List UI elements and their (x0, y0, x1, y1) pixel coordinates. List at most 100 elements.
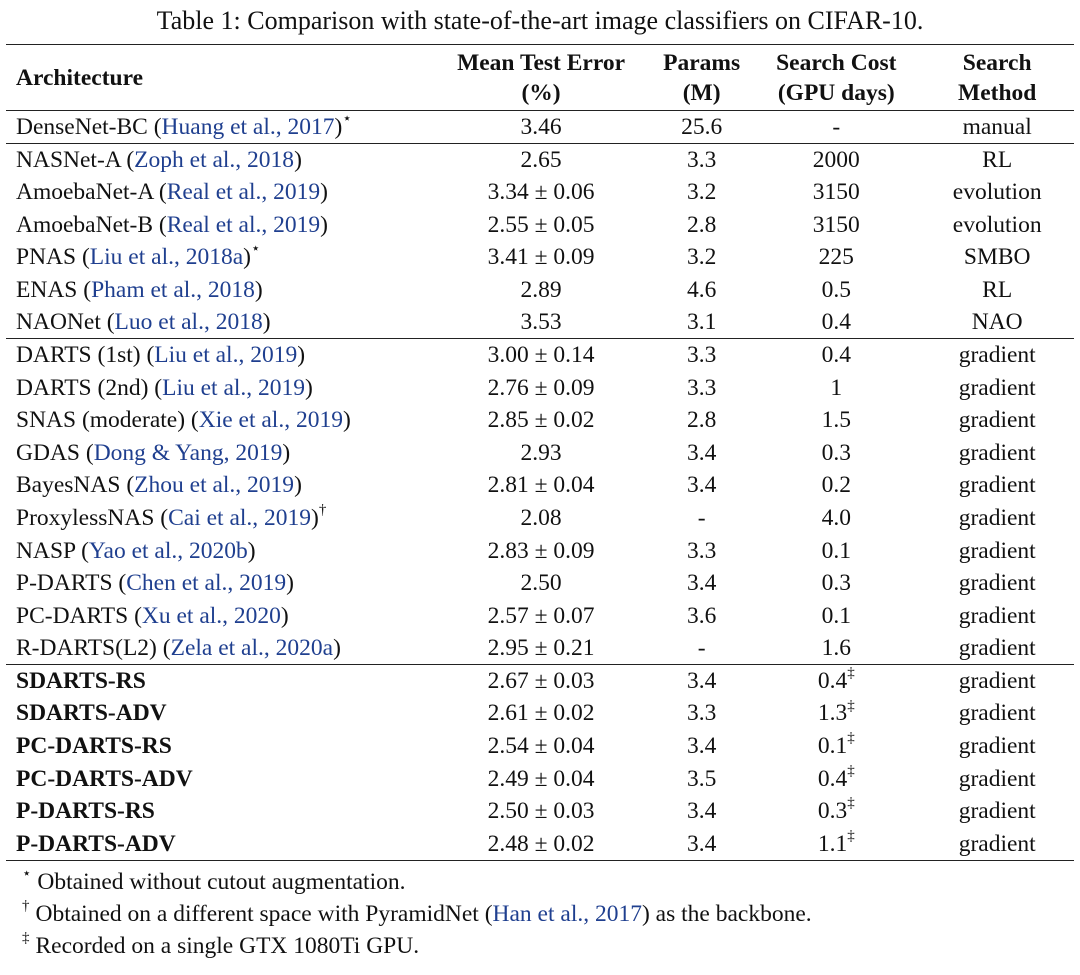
header-params-line1: Params (663, 49, 741, 76)
cell-search-cost: 3150 (752, 208, 920, 241)
cell-params-value: 3.4 (686, 439, 717, 466)
citation-link[interactable]: Real et al., 2019 (166, 178, 321, 205)
cell-search-method: SMBO (920, 241, 1074, 274)
cell-search-cost-value: 3150 (812, 211, 860, 238)
cell-search-cost: 0.3‡ (752, 795, 920, 828)
cell-search-method-value: gradient (958, 668, 1036, 695)
cell-search-cost: 0.4 (752, 338, 921, 372)
citation-link[interactable]: Real et al., 2019 (166, 211, 321, 238)
cell-search-method: RL (920, 142, 1074, 176)
cell-mean-test-error-value: 2.67 ± 0.03 (487, 668, 595, 695)
citation-link[interactable]: Dong & Yang, 2019 (93, 439, 283, 466)
cell-params-value: 3.4 (686, 570, 717, 597)
cell-search-method-value: gradient (958, 765, 1036, 792)
table-row: P-DARTS-RS 2.50 ± 0.03 3.4 0.3‡ gradient (6, 795, 1074, 828)
cell-mean-test-error: 2.85 ± 0.02 (431, 404, 651, 437)
table-row: NAONet (Luo et al., 2018) 3.53 3.1 0.4 NAO (6, 306, 1074, 339)
citation-link[interactable]: Pham et al., 2018 (91, 276, 255, 303)
cell-search-method-value: gradient (958, 602, 1036, 629)
header-mean-test-error: Mean Test Error (%) (431, 45, 651, 111)
architecture-name: PC-DARTS-ADV (16, 765, 193, 792)
cell-search-method: gradient (920, 338, 1074, 372)
architecture-name: PNAS ( (16, 244, 90, 271)
cell-search-cost: 0.4‡ (752, 664, 921, 698)
citation-link[interactable]: Chen et al., 2019 (126, 570, 287, 597)
citation-link[interactable]: Zoph et al., 2018 (134, 146, 295, 173)
cell-architecture: DenseNet-BC (Huang et al., 2017)⋆ (6, 111, 431, 144)
cell-mean-test-error: 3.53 (431, 306, 651, 339)
citation-link[interactable]: Liu et al., 2018a (89, 244, 244, 271)
architecture-name: R-DARTS(L2) ( (16, 635, 171, 662)
architecture-name: SDARTS-ADV (16, 700, 167, 727)
cell-params: 3.6 (651, 599, 752, 632)
cell-search-method: gradient (920, 469, 1074, 502)
cell-search-cost: 0.2 (752, 469, 920, 502)
cell-mean-test-error-value: 2.50 (520, 570, 562, 597)
footnote-text: Obtained without cutout augmentation. (37, 869, 406, 895)
citation-link[interactable]: Yao et al., 2020b (88, 537, 248, 564)
citation-link[interactable]: Liu et al., 2019 (162, 374, 306, 401)
cell-search-method: RL (920, 273, 1074, 306)
cell-search-cost: 1.3‡ (752, 697, 920, 730)
cell-search-cost: 4.0 (752, 502, 920, 535)
cell-params: 2.8 (651, 208, 752, 241)
cell-params: 3.5 (651, 762, 752, 795)
cell-mean-test-error-value: 2.57 ± 0.07 (487, 602, 595, 629)
cell-search-cost-value: 0.4 (821, 309, 851, 336)
cell-architecture: SDARTS-ADV (6, 697, 431, 730)
citation-link[interactable]: Liu et al., 2019 (154, 342, 298, 369)
cell-search-method: gradient (920, 697, 1074, 730)
cell-search-cost-value: 0.5 (821, 276, 851, 303)
architecture-name: AmoebaNet-B ( (16, 211, 167, 238)
cell-architecture: PNAS (Liu et al., 2018a)⋆ (6, 241, 431, 274)
citation-link[interactable]: Xie et al., 2019 (198, 407, 343, 434)
citation-link[interactable]: Zhou et al., 2019 (134, 472, 295, 499)
cell-mean-test-error-value: 2.83 ± 0.09 (487, 537, 595, 564)
cell-search-cost-value: 0.1 (821, 537, 851, 564)
table-body: DenseNet-BC (Huang et al., 2017)⋆ 3.46 25.… (6, 111, 1074, 861)
cell-architecture: PC-DARTS-RS (6, 730, 431, 763)
cell-search-cost-value: 1.3 (817, 700, 848, 727)
cell-params: 3.3 (651, 371, 752, 404)
cell-mean-test-error-value: 2.54 ± 0.04 (487, 733, 595, 760)
citation-close-paren: ) (254, 276, 263, 303)
cell-params-value: 3.3 (686, 700, 717, 727)
cell-search-cost: 225 (752, 241, 920, 274)
architecture-name: P-DARTS ( (16, 570, 127, 597)
cell-mean-test-error: 2.49 ± 0.04 (431, 762, 651, 795)
cell-params: 3.3 (651, 534, 752, 567)
cell-architecture: P-DARTS-ADV (6, 827, 432, 861)
cell-search-method: evolution (920, 176, 1074, 209)
citation-link[interactable]: Han et al., 2017 (492, 901, 642, 927)
cell-params: 3.4 (651, 567, 752, 600)
cell-search-method: gradient (920, 534, 1074, 567)
citation-link[interactable]: Zela et al., 2020a (170, 635, 334, 662)
citation-link[interactable]: Huang et al., 2017 (161, 113, 335, 140)
table-row: DenseNet-BC (Huang et al., 2017)⋆ 3.46 25.… (6, 111, 1074, 144)
header-cost-line2: (GPU days) (777, 79, 895, 106)
cell-architecture: SDARTS-RS (6, 664, 432, 698)
citation-link[interactable]: Xu et al., 2020 (141, 602, 281, 629)
cell-params: 3.3 (651, 142, 753, 176)
cell-search-method: NAO (920, 306, 1074, 339)
architecture-name: NAONet ( (16, 309, 115, 336)
cell-params: 3.4 (651, 436, 752, 469)
cell-search-cost: 1.5 (752, 404, 920, 437)
citation-close-paren: ) (262, 309, 271, 336)
table-row: P-DARTS-ADV 2.48 ± 0.02 3.4 1.1‡ gradient (6, 827, 1074, 861)
cell-params-value: 3.3 (686, 374, 717, 401)
cell-mean-test-error-value: 2.95 ± 0.21 (487, 635, 595, 662)
cell-search-method-value: manual (962, 113, 1032, 140)
table-row: DARTS (2nd) (Liu et al., 2019) 2.76 ± 0.0… (6, 371, 1074, 404)
header-cost-line1: Search Cost (776, 49, 897, 76)
cell-mean-test-error-value: 2.89 (520, 276, 562, 303)
citation-link[interactable]: Luo et al., 2018 (114, 309, 263, 336)
cell-mean-test-error: 2.48 ± 0.02 (431, 827, 652, 861)
cell-params-value: 3.4 (686, 472, 717, 499)
citation-link[interactable]: Cai et al., 2019 (168, 504, 312, 531)
cell-search-method: evolution (920, 208, 1074, 241)
cell-architecture: NAONet (Luo et al., 2018) (6, 306, 431, 339)
cell-mean-test-error: 3.00 ± 0.14 (431, 338, 652, 372)
cell-params-value: 3.1 (686, 309, 717, 336)
architecture-name: NASNet-A ( (16, 146, 135, 173)
